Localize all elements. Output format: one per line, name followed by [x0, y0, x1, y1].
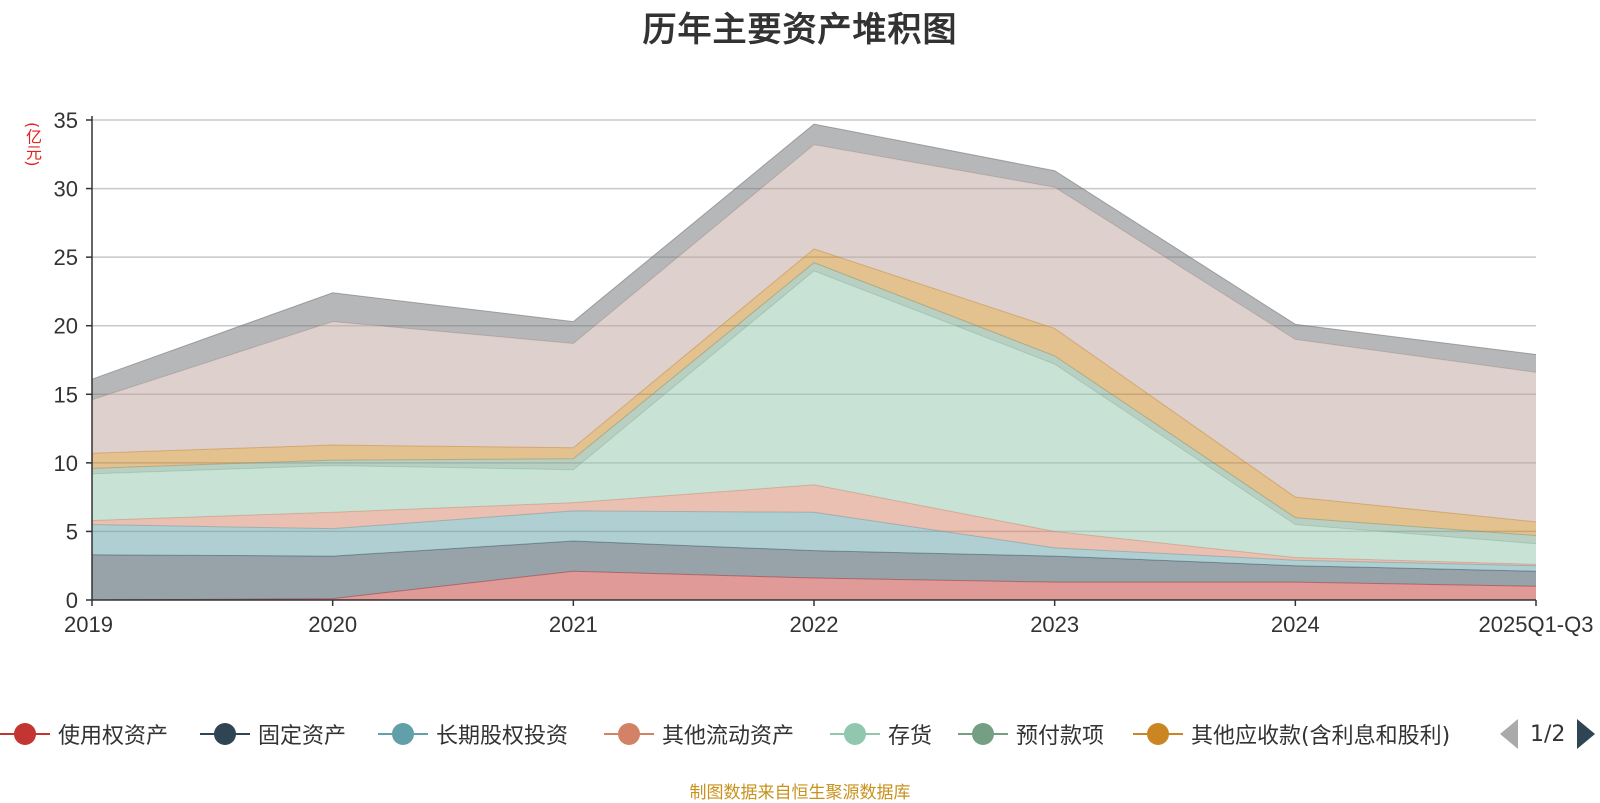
legend-item[interactable]: 其他流动资产 [604, 714, 794, 754]
stacked-areas [91, 123, 1537, 601]
legend-label: 存货 [888, 724, 933, 749]
x-tick-label: 2021 [549, 612, 598, 637]
area-series [92, 571, 1536, 600]
y-tick-label: 35 [54, 108, 78, 133]
x-tick-label: 2022 [790, 612, 839, 637]
legend-marker-icon [0, 722, 50, 746]
area-series [92, 144, 1536, 522]
legend-page-indicator: 1/2 [1530, 721, 1566, 747]
legend-label: 其他应收款(含利息和股利) [1191, 724, 1451, 749]
legend-marker-icon [1133, 722, 1183, 746]
data-source-note: 制图数据来自恒生聚源数据库 [689, 783, 911, 803]
area-series-line [91, 510, 1537, 567]
legend-next-page-icon[interactable] [1577, 719, 1596, 749]
x-tick-label: 2020 [308, 612, 357, 637]
legend-label: 其他流动资产 [662, 724, 795, 749]
area-series [92, 124, 1536, 400]
x-tick-label: 2024 [1271, 612, 1320, 637]
legend-prev-page-icon[interactable] [1500, 719, 1518, 749]
legend-marker-icon [378, 722, 428, 746]
y-tick-label: 10 [54, 451, 78, 476]
legend-label: 固定资产 [258, 724, 347, 749]
area-series [92, 541, 1536, 600]
x-tick-label: 2019 [64, 612, 113, 637]
area-series [92, 484, 1536, 566]
legend: 1/2 使用权资产 固定资产 长期股权投资 其他流动资产 存货 预付款项 其他应收款(含利息… [0, 714, 1600, 754]
legend-item[interactable]: 预付款项 [958, 714, 1104, 754]
y-tick-label: 25 [54, 245, 78, 270]
legend-item[interactable]: 长期股权投资 [378, 714, 568, 754]
legend-pager: 1/2 [1500, 714, 1596, 754]
legend-marker-icon [200, 722, 250, 746]
legend-item[interactable]: 固定资产 [200, 714, 346, 754]
legend-marker-icon [604, 722, 654, 746]
legend-marker-icon [958, 722, 1008, 746]
y-axis-unit-label: (亿元) [23, 122, 42, 167]
legend-label: 长期股权投资 [436, 724, 569, 749]
area-series-line [91, 123, 1537, 380]
y-tick-label: 20 [54, 314, 78, 339]
x-tick-label: 2023 [1030, 612, 1079, 637]
legend-label: 预付款项 [1016, 724, 1105, 749]
legend-item[interactable]: 使用权资产 [0, 714, 168, 754]
area-series [92, 510, 1536, 572]
y-tick-label: 5 [66, 519, 78, 544]
area-series [92, 270, 1536, 565]
chart-title: 历年主要资产堆积图 [642, 10, 958, 50]
x-tick-label: 2025Q1-Q3 [1479, 612, 1594, 637]
plot-area: 0 5 10 15 20 25 30 35 2019 2020 2021 2022 2023 2024 20… [54, 108, 1594, 637]
legend-item[interactable]: 存货 [830, 714, 932, 754]
y-tick-label: 15 [54, 382, 78, 407]
legend-marker-icon [830, 722, 880, 746]
y-tick-label: 0 [66, 588, 78, 613]
legend-label: 使用权资产 [58, 724, 169, 749]
axes: 0 5 10 15 20 25 30 35 2019 2020 2021 2022 2023 2024 20… [54, 108, 1594, 637]
legend-item[interactable]: 其他应收款(含利息和股利) [1133, 714, 1450, 754]
y-tick-label: 30 [54, 177, 78, 202]
